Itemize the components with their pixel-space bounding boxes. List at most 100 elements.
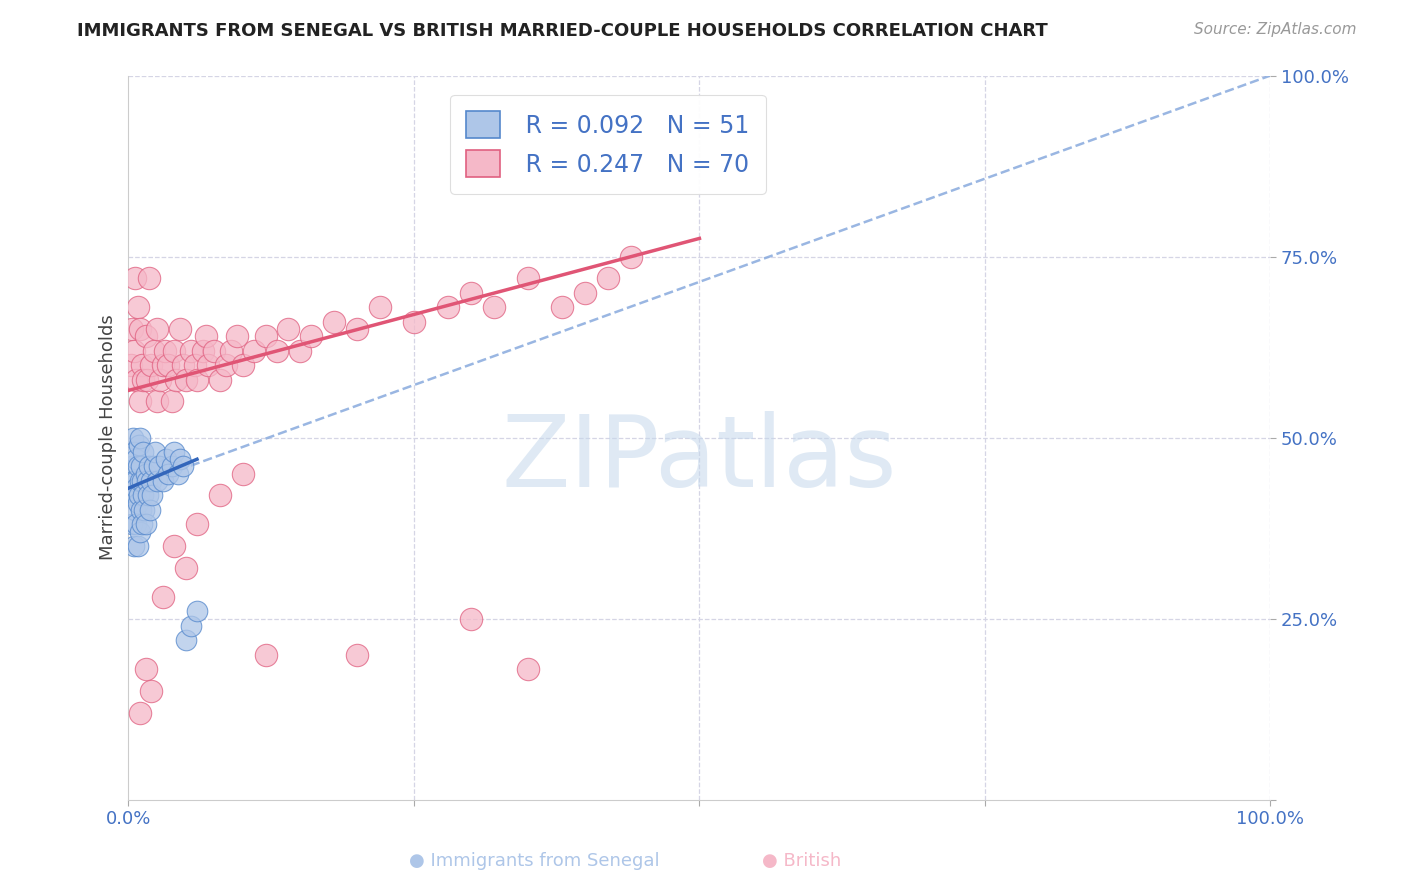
Point <box>124 474 146 488</box>
Point <box>574 285 596 300</box>
Point <box>138 459 160 474</box>
Point <box>135 517 157 532</box>
Point <box>135 474 157 488</box>
Point <box>152 358 174 372</box>
Point <box>125 481 148 495</box>
Point <box>165 373 187 387</box>
Point <box>131 474 153 488</box>
Point <box>186 604 208 618</box>
Text: ● British: ● British <box>762 852 841 870</box>
Point <box>141 358 163 372</box>
Point <box>128 474 150 488</box>
Point <box>219 343 242 358</box>
Point <box>122 343 145 358</box>
Point <box>180 343 202 358</box>
Point <box>288 343 311 358</box>
Point <box>163 343 186 358</box>
Point <box>153 343 176 358</box>
Point <box>517 271 540 285</box>
Point <box>128 322 150 336</box>
Y-axis label: Married-couple Households: Married-couple Households <box>100 315 117 560</box>
Point <box>299 329 322 343</box>
Point <box>172 459 194 474</box>
Point <box>243 343 266 358</box>
Point <box>142 459 165 474</box>
Point <box>277 322 299 336</box>
Point <box>169 322 191 336</box>
Point <box>122 488 145 502</box>
Point <box>174 373 197 387</box>
Legend:  R = 0.092   N = 51,  R = 0.247   N = 70: R = 0.092 N = 51, R = 0.247 N = 70 <box>450 95 766 194</box>
Point <box>149 373 172 387</box>
Text: Source: ZipAtlas.com: Source: ZipAtlas.com <box>1194 22 1357 37</box>
Point <box>135 467 157 481</box>
Point <box>208 373 231 387</box>
Point <box>482 300 505 314</box>
Point <box>157 358 180 372</box>
Point <box>323 315 346 329</box>
Point <box>135 373 157 387</box>
Point <box>160 459 183 474</box>
Point <box>254 329 277 343</box>
Point <box>163 539 186 553</box>
Point <box>135 329 157 343</box>
Text: ZIPatlas: ZIPatlas <box>502 410 897 508</box>
Point <box>437 300 460 314</box>
Point <box>132 488 155 502</box>
Point <box>120 488 142 502</box>
Point <box>197 358 219 372</box>
Point <box>131 358 153 372</box>
Point <box>128 524 150 539</box>
Point <box>128 394 150 409</box>
Text: ● Immigrants from Senegal: ● Immigrants from Senegal <box>409 852 659 870</box>
Point <box>460 285 482 300</box>
Point <box>402 315 425 329</box>
Point <box>141 488 163 502</box>
Point <box>191 343 214 358</box>
Point <box>172 358 194 372</box>
Point <box>131 517 153 532</box>
Point <box>128 706 150 720</box>
Point <box>148 459 170 474</box>
Point <box>202 343 225 358</box>
Point <box>125 373 148 387</box>
Point <box>132 373 155 387</box>
Point <box>152 474 174 488</box>
Point <box>163 445 186 459</box>
Point <box>146 474 169 488</box>
Point <box>551 300 574 314</box>
Point <box>121 517 143 532</box>
Point <box>129 459 152 474</box>
Point <box>122 445 145 459</box>
Point <box>122 474 145 488</box>
Point <box>155 452 177 467</box>
Point <box>186 373 208 387</box>
Point <box>132 445 155 459</box>
Point <box>141 684 163 698</box>
Point <box>232 358 254 372</box>
Point <box>127 459 149 474</box>
Point <box>127 300 149 314</box>
Point <box>166 467 188 481</box>
Point <box>142 343 165 358</box>
Point <box>121 459 143 474</box>
Point <box>128 430 150 444</box>
Point <box>157 467 180 481</box>
Point <box>160 394 183 409</box>
Point <box>232 467 254 481</box>
Point <box>122 539 145 553</box>
Point <box>620 250 643 264</box>
Point <box>195 329 218 343</box>
Point <box>135 662 157 676</box>
Point <box>346 648 368 662</box>
Point <box>596 271 619 285</box>
Point <box>208 488 231 502</box>
Point <box>122 430 145 444</box>
Point <box>128 438 150 452</box>
Point <box>136 488 159 502</box>
Point <box>146 322 169 336</box>
Point <box>254 648 277 662</box>
Point <box>174 561 197 575</box>
Point <box>226 329 249 343</box>
Point <box>127 496 149 510</box>
